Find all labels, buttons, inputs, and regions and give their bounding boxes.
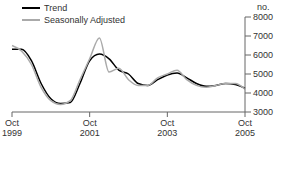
svg-text:8000: 8000 (253, 12, 273, 22)
svg-text:4000: 4000 (253, 88, 273, 98)
svg-text:Oct1999: Oct1999 (8, 118, 22, 138)
html-text:Trend: Trend (44, 3, 68, 13)
svg-text:6000: 6000 (253, 50, 273, 60)
svg-text:3000: 3000 (253, 107, 273, 117)
html-text:Seasonally Adjusted: Seasonally Adjusted (44, 15, 126, 25)
svg-text:5000: 5000 (253, 69, 273, 79)
svg-text:7000: 7000 (253, 31, 273, 41)
svg-text:Oct2005: Oct2005 (235, 118, 255, 138)
svg-text:Oct2001: Oct2001 (80, 118, 100, 138)
svg-text:no.: no. (257, 2, 270, 12)
svg-text:Oct2003: Oct2003 (157, 118, 177, 138)
